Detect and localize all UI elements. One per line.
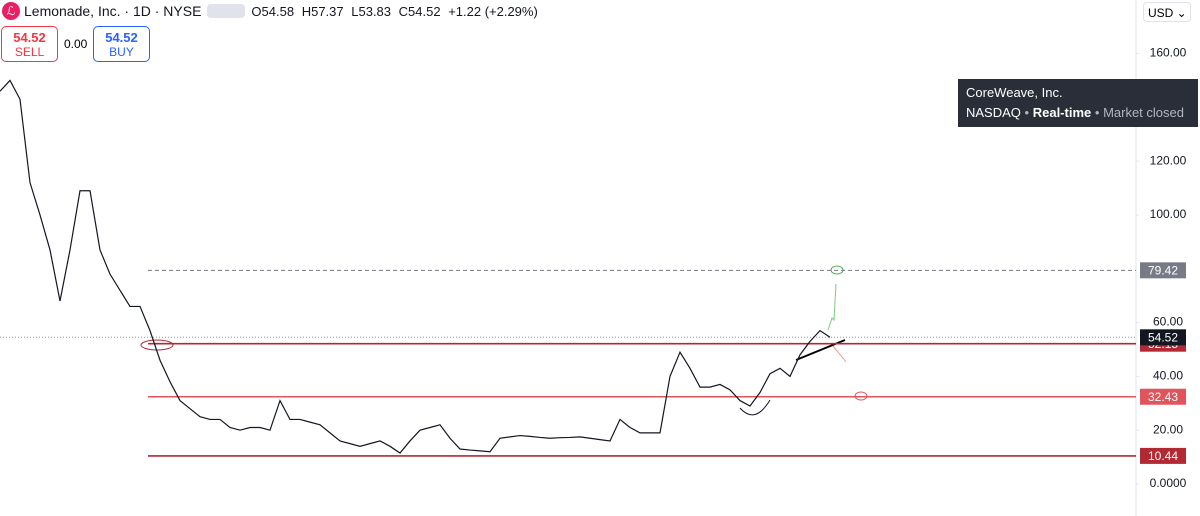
sell-label: SELL bbox=[14, 45, 45, 59]
price-badge bbox=[1140, 388, 1186, 405]
price-badge-label: 54.52 bbox=[1148, 330, 1178, 344]
status: Real-time bbox=[1032, 105, 1092, 120]
arc bbox=[739, 399, 771, 416]
buy-price: 54.52 bbox=[105, 30, 138, 45]
projection bbox=[827, 283, 837, 331]
projection bbox=[831, 344, 847, 363]
market: Market closed bbox=[1103, 105, 1184, 120]
sell-button[interactable]: 54.52 SELL bbox=[1, 26, 58, 62]
price-badge bbox=[1140, 447, 1186, 464]
currency[interactable]: USD ⌄ bbox=[1143, 2, 1191, 22]
drawings bbox=[140, 265, 868, 416]
change: +1.22 (+2.29%) bbox=[448, 3, 538, 19]
y-tick-label: 40.00 bbox=[1153, 369, 1183, 383]
price-badge bbox=[1140, 262, 1186, 279]
buy-button[interactable]: 54.52 BUY bbox=[93, 26, 150, 62]
tooltip: CoreWeave, Inc. NASDAQ • Real-time • Mar… bbox=[958, 79, 1198, 127]
ohlc: O54.58 H57.37 L53.83 C54.52 +1.22 (+2.29… bbox=[251, 4, 541, 19]
price-badge-label: 10.44 bbox=[1148, 449, 1178, 463]
toggle[interactable] bbox=[207, 4, 246, 18]
buy-label: BUY bbox=[109, 45, 134, 59]
y-tick-label: 120.00 bbox=[1150, 153, 1187, 167]
price-badge-label: 79.42 bbox=[1148, 263, 1178, 277]
tooltip-name: CoreWeave, Inc. bbox=[966, 85, 1063, 100]
y-tick-label: 0.0000 bbox=[1150, 476, 1187, 490]
price-line bbox=[0, 79, 831, 454]
symbol[interactable]: Lemonade, Inc. · 1D · NYSE bbox=[24, 3, 202, 19]
y-tick-label: 60.00 bbox=[1153, 315, 1183, 329]
sell-price: 54.52 bbox=[13, 30, 46, 45]
low: L53.83 bbox=[351, 3, 392, 19]
high: H57.37 bbox=[301, 3, 344, 19]
currency-label: USD bbox=[1148, 6, 1174, 20]
header: ℒ Lemonade, Inc. · 1D · NYSE O54.58 H57.… bbox=[0, 0, 547, 22]
y-tick-label: 100.00 bbox=[1150, 207, 1187, 221]
logo: ℒ bbox=[2, 2, 20, 20]
ellipse bbox=[140, 339, 174, 351]
close: C54.52 bbox=[398, 3, 441, 19]
tooltip-row: NASDAQ • Real-time • Market closed bbox=[966, 105, 1184, 120]
price-badge bbox=[1140, 329, 1186, 346]
y-tick-label: 160.00 bbox=[1150, 46, 1187, 60]
open: O54.58 bbox=[251, 3, 295, 19]
y-tick-label: 20.00 bbox=[1153, 422, 1183, 436]
spread: 0.00 bbox=[64, 37, 88, 51]
price-badge-label: 32.43 bbox=[1148, 390, 1178, 404]
exchange: NASDAQ bbox=[966, 105, 1021, 120]
